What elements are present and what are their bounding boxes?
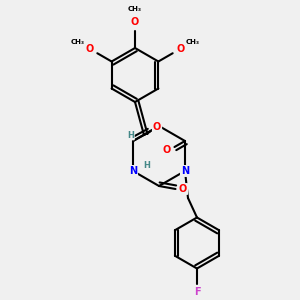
Text: N: N	[129, 166, 137, 176]
Text: O: O	[163, 145, 171, 155]
Text: CH₃: CH₃	[71, 39, 85, 45]
Text: CH₃: CH₃	[128, 6, 142, 12]
Text: O: O	[153, 122, 161, 133]
Text: O: O	[179, 184, 187, 194]
Text: CH₃: CH₃	[185, 39, 199, 45]
Text: N: N	[181, 166, 189, 176]
Text: H: H	[127, 130, 134, 140]
Text: O: O	[85, 44, 94, 54]
Text: O: O	[131, 17, 139, 28]
Text: F: F	[194, 287, 200, 297]
Text: O: O	[176, 44, 184, 54]
Text: H: H	[143, 160, 150, 169]
